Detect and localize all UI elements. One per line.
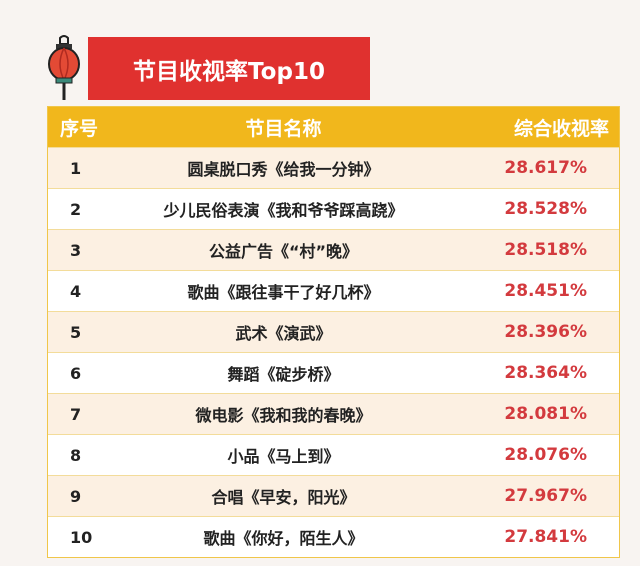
page-title: 节目收视率Top10 (88, 37, 370, 100)
rank-cell: 6 (70, 363, 82, 383)
header-rating: 综合收视率 (513, 117, 609, 140)
table-row: 5 武术《演武》 28.396% (48, 311, 619, 352)
table-row: 9 合唱《早安，阳光》 27.967% (48, 475, 619, 516)
table-row: 4 歌曲《跟往事干了好几杯》 28.451% (48, 270, 619, 311)
table-row: 1 圆桌脱口秀《给我一分钟》 28.617% (48, 147, 619, 188)
table-row: 2 少儿民俗表演《我和爷爷踩高跷》 28.528% (48, 188, 619, 229)
ratings-table: 序号 节目名称 综合收视率 1 圆桌脱口秀《给我一分钟》 28.617% 2 少儿民俗表… (47, 106, 620, 558)
table-header: 序号 节目名称 综合收视率 (48, 107, 619, 147)
rating-cell: 28.528% (504, 199, 587, 219)
rank-cell: 8 (70, 445, 82, 465)
name-cell: 合唱《早安，阳光》 (211, 488, 356, 507)
rating-cell: 28.617% (504, 158, 587, 178)
rank-cell: 7 (70, 404, 82, 424)
name-cell: 歌曲《你好，陌生人》 (203, 529, 364, 548)
rating-cell: 28.518% (504, 240, 587, 260)
table-row: 6 舞蹈《碇步桥》 28.364% (48, 352, 619, 393)
rank-cell: 3 (70, 240, 82, 260)
rank-cell: 1 (70, 158, 82, 178)
rating-cell: 28.076% (504, 445, 587, 465)
lantern-icon (48, 35, 80, 100)
rank-cell: 5 (70, 322, 82, 342)
table-row: 10 歌曲《你好，陌生人》 27.841% (48, 516, 619, 557)
name-cell: 微电影《我和我的春晚》 (195, 406, 372, 425)
table-row: 8 小品《马上到》 28.076% (48, 434, 619, 475)
name-cell: 歌曲《跟往事干了好几杯》 (187, 283, 380, 302)
header-name: 节目名称 (245, 117, 322, 140)
rating-cell: 28.451% (504, 281, 587, 301)
name-cell: 小品《马上到》 (227, 447, 340, 466)
name-cell: 少儿民俗表演《我和爷爷踩高跷》 (163, 201, 404, 220)
name-cell: 圆桌脱口秀《给我一分钟》 (187, 160, 380, 179)
rating-cell: 28.364% (504, 363, 587, 383)
name-cell: 公益广告《“村”晚》 (208, 242, 359, 261)
table-row: 3 公益广告《“村”晚》 28.518% (48, 229, 619, 270)
header-rank: 序号 (60, 117, 99, 140)
rank-cell: 2 (70, 199, 82, 219)
rank-cell: 4 (70, 281, 82, 301)
rating-cell: 27.967% (504, 486, 587, 506)
table-row: 7 微电影《我和我的春晚》 28.081% (48, 393, 619, 434)
rating-cell: 28.081% (504, 404, 587, 424)
name-cell: 舞蹈《碇步桥》 (227, 365, 340, 384)
rank-cell: 10 (70, 527, 93, 547)
rating-cell: 28.396% (504, 322, 587, 342)
rank-cell: 9 (70, 486, 82, 506)
name-cell: 武术《演武》 (235, 324, 332, 343)
rating-cell: 27.841% (504, 527, 587, 547)
